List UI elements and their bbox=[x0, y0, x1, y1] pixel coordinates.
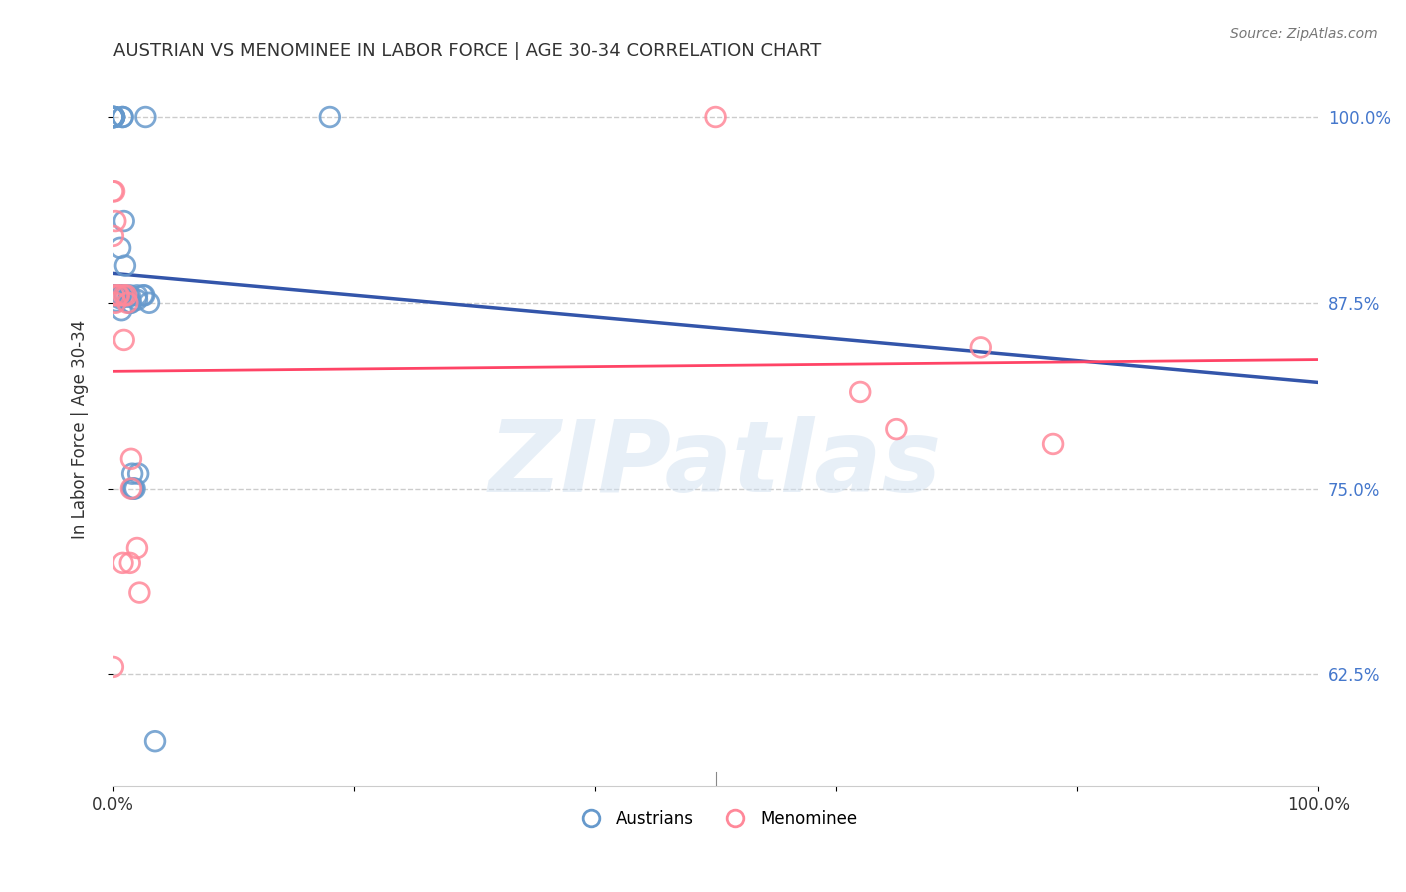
Point bbox=[103, 110, 125, 124]
Point bbox=[970, 340, 993, 354]
Point bbox=[138, 295, 160, 310]
Point bbox=[104, 295, 127, 310]
Point bbox=[111, 110, 134, 124]
Point bbox=[112, 333, 135, 347]
Point bbox=[108, 288, 131, 302]
Point bbox=[117, 295, 139, 310]
Point bbox=[111, 110, 134, 124]
Point bbox=[105, 288, 128, 302]
Point bbox=[105, 288, 128, 302]
Point bbox=[101, 110, 124, 124]
Point bbox=[107, 288, 129, 302]
Point bbox=[124, 482, 146, 496]
Point bbox=[117, 290, 139, 304]
Point bbox=[103, 110, 125, 124]
Point bbox=[104, 288, 127, 302]
Point bbox=[101, 110, 124, 124]
Point bbox=[101, 110, 124, 124]
Point bbox=[120, 482, 142, 496]
Point bbox=[104, 288, 127, 302]
Point bbox=[104, 214, 127, 228]
Point bbox=[118, 295, 141, 310]
Point bbox=[111, 556, 134, 570]
Point bbox=[112, 288, 135, 302]
Point bbox=[118, 556, 141, 570]
Point bbox=[120, 451, 142, 466]
Point bbox=[121, 482, 143, 496]
Legend: Austrians, Menominee: Austrians, Menominee bbox=[567, 803, 863, 835]
Point bbox=[125, 293, 148, 307]
Point bbox=[103, 184, 125, 198]
Point bbox=[132, 288, 155, 302]
Point bbox=[125, 288, 148, 302]
Point bbox=[114, 259, 136, 273]
Point bbox=[1042, 437, 1064, 451]
Point bbox=[849, 384, 872, 399]
Point bbox=[128, 585, 150, 599]
Point bbox=[103, 288, 125, 302]
Point bbox=[107, 288, 129, 302]
Point bbox=[108, 288, 131, 302]
Point bbox=[704, 110, 727, 124]
Point bbox=[112, 214, 135, 228]
Point bbox=[103, 110, 125, 124]
Text: AUSTRIAN VS MENOMINEE IN LABOR FORCE | AGE 30-34 CORRELATION CHART: AUSTRIAN VS MENOMINEE IN LABOR FORCE | A… bbox=[112, 42, 821, 60]
Point bbox=[114, 288, 136, 302]
Point bbox=[108, 241, 131, 255]
Point bbox=[134, 110, 156, 124]
Point bbox=[101, 660, 124, 674]
Point bbox=[118, 288, 141, 302]
Point bbox=[101, 184, 124, 198]
Point bbox=[101, 228, 124, 243]
Point bbox=[121, 467, 143, 481]
Point bbox=[108, 288, 131, 302]
Y-axis label: In Labor Force | Age 30-34: In Labor Force | Age 30-34 bbox=[72, 319, 89, 539]
Point bbox=[143, 734, 166, 748]
Point bbox=[108, 291, 131, 305]
Point bbox=[105, 294, 128, 309]
Point bbox=[115, 288, 138, 302]
Point bbox=[110, 303, 132, 318]
Point bbox=[319, 110, 342, 124]
Point bbox=[125, 541, 148, 555]
Point bbox=[134, 288, 156, 302]
Point bbox=[101, 110, 124, 124]
Text: Source: ZipAtlas.com: Source: ZipAtlas.com bbox=[1230, 27, 1378, 41]
Point bbox=[122, 482, 145, 496]
Point bbox=[886, 422, 908, 436]
Point bbox=[120, 295, 142, 310]
Point bbox=[110, 288, 132, 302]
Point bbox=[103, 110, 125, 124]
Text: ZIPatlas: ZIPatlas bbox=[489, 417, 942, 513]
Point bbox=[127, 467, 149, 481]
